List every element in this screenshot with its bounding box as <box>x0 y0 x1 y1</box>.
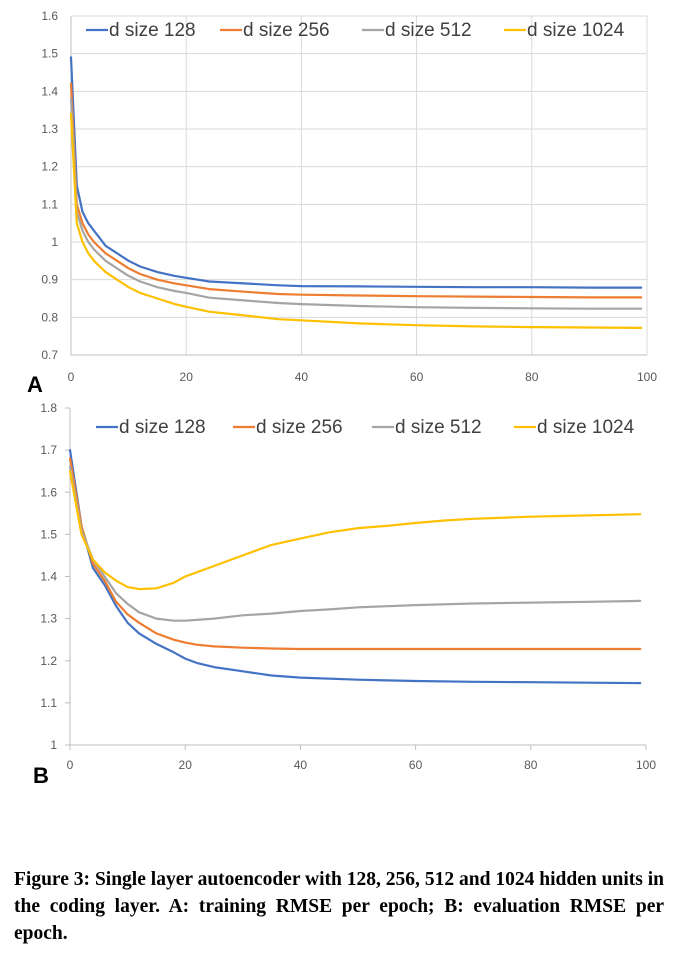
y-tick-label: 1.3 <box>41 122 58 136</box>
x-tick-label: 20 <box>180 370 194 384</box>
y-tick-label: 1 <box>50 738 57 752</box>
x-tick-label: 100 <box>637 370 657 384</box>
x-tick-label: 60 <box>409 758 423 772</box>
figure-caption: Figure 3: Single layer autoencoder with … <box>14 869 664 944</box>
panel-letter: B <box>33 763 49 788</box>
legend-label: d size 1024 <box>527 20 625 41</box>
y-tick-label: 1.2 <box>41 160 58 174</box>
chart-b-svg: 1 1.1 1.2 1.3 1.4 1.5 1.6 1.7 1.8 0 20 40 60 80 100 d s… <box>33 401 656 788</box>
series-line-d-size-128 <box>69 56 643 289</box>
y-tick-label: 1.7 <box>40 443 57 457</box>
series-line-d-size-128 <box>68 449 642 685</box>
y-tick-label: 0.7 <box>41 348 58 362</box>
x-tick-label: 60 <box>410 370 424 384</box>
y-tick-label: 1.1 <box>40 696 57 710</box>
x-tick-label: 80 <box>525 370 539 384</box>
series-line-d-size-512 <box>68 465 642 622</box>
y-tick-label: 1.1 <box>41 197 58 211</box>
series-line-d-size-1024 <box>69 112 643 329</box>
x-tick-label: 80 <box>524 758 538 772</box>
x-tick-label: 20 <box>179 758 193 772</box>
legend-label: d size 512 <box>395 417 482 438</box>
chart-panel-b: 1 1.1 1.2 1.3 1.4 1.5 1.6 1.7 1.8 0 20 40 60 80 100 d s… <box>0 398 689 798</box>
series-line-d-size-512 <box>69 97 643 310</box>
y-tick-label: 1.6 <box>41 9 58 23</box>
y-tick-label: 1.6 <box>40 485 57 499</box>
x-tick-label: 100 <box>636 758 656 772</box>
y-tick-label: 0.9 <box>41 273 58 287</box>
y-tick-label: 1.2 <box>40 654 57 668</box>
series-line-d-size-256 <box>69 82 643 299</box>
y-tick-label: 1.8 <box>40 401 57 415</box>
legend-label: d size 256 <box>243 20 330 41</box>
chart-panel-a: 0.7 0.8 0.9 1 1.1 1.2 1.3 1.4 1.5 1.6 0 20 40 60 80 100… <box>0 0 689 400</box>
chart-a-svg: 0.7 0.8 0.9 1 1.1 1.2 1.3 1.4 1.5 1.6 0 20 40 60 80 100… <box>27 9 657 397</box>
y-tick-label: 1.5 <box>41 47 58 61</box>
series-line-d-size-256 <box>68 457 642 651</box>
x-tick-label: 40 <box>295 370 309 384</box>
series-line-d-size-1024 <box>68 470 642 591</box>
y-tick-label: 1 <box>51 235 58 249</box>
panel-letter: A <box>27 372 43 397</box>
legend-label: d size 128 <box>119 417 206 438</box>
y-tick-label: 1.4 <box>41 84 58 98</box>
legend-label: d size 512 <box>385 20 472 41</box>
x-tick-label: 0 <box>67 758 74 772</box>
y-tick-label: 1.5 <box>40 527 57 541</box>
legend-label: d size 1024 <box>537 417 635 438</box>
y-tick-label: 1.3 <box>40 612 57 626</box>
legend-label: d size 256 <box>256 417 343 438</box>
x-tick-label: 40 <box>294 758 308 772</box>
y-tick-label: 1.4 <box>40 570 57 584</box>
x-tick-label: 0 <box>68 370 75 384</box>
legend-label: d size 128 <box>109 20 196 41</box>
y-tick-label: 0.8 <box>41 310 58 324</box>
